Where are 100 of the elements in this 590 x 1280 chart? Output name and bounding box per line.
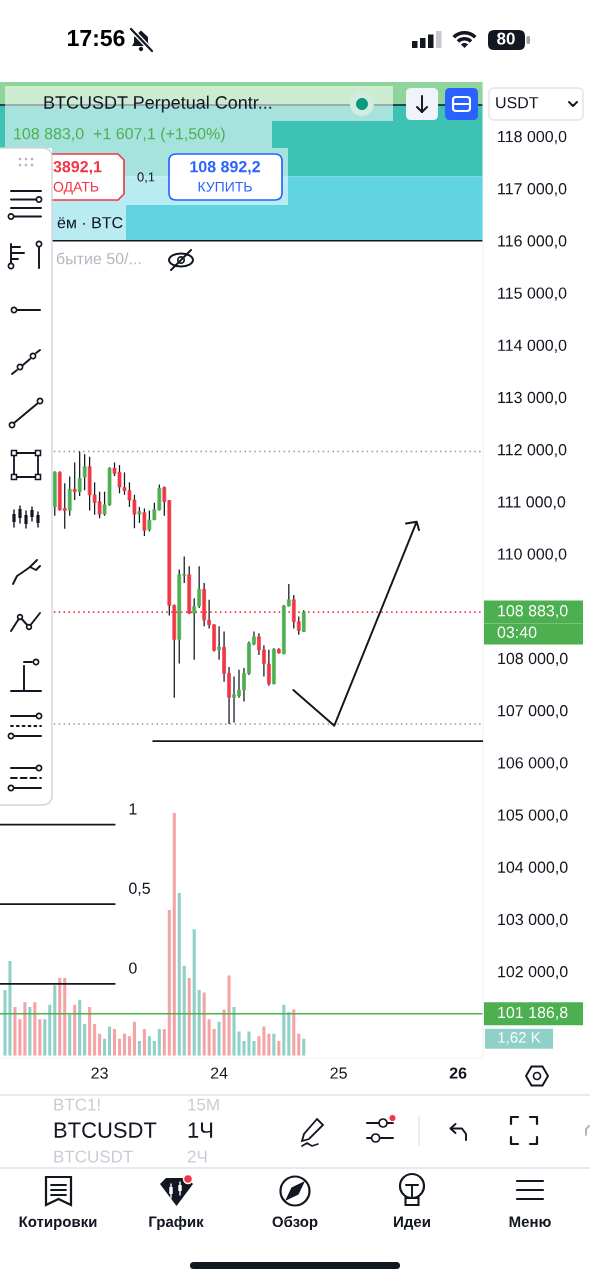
candlestick <box>82 453 87 491</box>
bar <box>73 1004 77 1056</box>
bar <box>68 1014 72 1056</box>
bar <box>58 977 62 1056</box>
y-tick-label: 113 000,0 <box>498 391 567 406</box>
text: Идеи <box>394 1216 430 1230</box>
text: 1,62 K <box>498 1032 541 1045</box>
text: Обзор <box>272 1215 318 1231</box>
text: 17:56 <box>68 29 125 47</box>
annotation: ём · BTC <box>57 216 123 229</box>
bar <box>142 1028 146 1056</box>
bar <box>202 992 206 1056</box>
bar <box>18 1019 22 1056</box>
bar <box>267 1033 271 1056</box>
bar <box>157 1028 161 1056</box>
bar <box>117 1038 122 1056</box>
text: USDT <box>496 96 539 109</box>
annotation: ОДАТЬ <box>53 181 99 195</box>
bar <box>182 965 186 1056</box>
y-tick-label: 103 000,0 <box>498 913 568 928</box>
text: BTCUSDT <box>54 1122 157 1138</box>
text: График <box>149 1216 204 1230</box>
bar <box>33 1002 37 1056</box>
series-label: 0,5 <box>129 882 150 896</box>
bar <box>112 1028 117 1056</box>
candlestick <box>217 625 221 661</box>
bar <box>192 929 196 1056</box>
bar <box>108 1026 112 1056</box>
bar <box>103 1038 107 1056</box>
bar <box>167 909 171 1056</box>
y-tick-label: 114 000,0 <box>498 339 567 353</box>
bar <box>53 985 57 1056</box>
annotation: BTCUSDT Perpetual Contr... <box>44 95 272 113</box>
bar <box>302 1038 306 1056</box>
candlestick <box>72 461 77 501</box>
y-tick-label: 117 000,0 <box>498 183 567 197</box>
ref-line-label: 108 883,0 <box>498 605 568 619</box>
y-tick-label: 112 000,0 <box>498 444 567 458</box>
text: 1Ч <box>188 1122 213 1138</box>
bar <box>63 977 67 1056</box>
bar <box>197 990 201 1056</box>
annotation: 108 883,0 +1 607,1 (+1,50%) <box>14 127 225 143</box>
bar <box>152 1041 156 1056</box>
bar <box>93 1024 97 1056</box>
y-tick-label: 118 000,0 <box>498 130 567 145</box>
bar <box>122 1033 127 1056</box>
bar <box>187 977 191 1056</box>
bar <box>147 1036 151 1056</box>
bar <box>222 1009 226 1056</box>
bar <box>23 1002 27 1056</box>
bar <box>28 1007 32 1056</box>
y-tick-label: 107 000,0 <box>498 705 568 719</box>
y-tick-label: 105 000,0 <box>498 809 568 823</box>
bar <box>277 1041 281 1056</box>
bar <box>297 1033 301 1056</box>
annotation: КУПИТЬ <box>198 181 252 192</box>
bar <box>177 892 181 1056</box>
bar <box>257 1036 261 1056</box>
candlestick <box>142 507 147 537</box>
bar <box>272 1033 276 1056</box>
annotation: 108 892,2 <box>190 160 260 175</box>
ref-line-label: 101 186,8 <box>498 1006 568 1020</box>
bar <box>137 1041 141 1056</box>
x-tick-label: 26 <box>449 1067 467 1079</box>
candlestick <box>67 475 72 517</box>
text: 03:40 <box>497 626 537 638</box>
bar <box>78 999 82 1056</box>
y-tick-label: 111 000,0 <box>498 496 566 510</box>
bar <box>162 1028 166 1056</box>
y-tick-label: 115 000,0 <box>498 287 567 301</box>
bar <box>98 1033 102 1056</box>
bar <box>292 1009 296 1056</box>
bar <box>132 1021 136 1056</box>
series-label: 0 <box>129 962 137 974</box>
bar <box>38 1019 42 1056</box>
bar <box>287 1011 291 1056</box>
bar <box>88 1007 92 1056</box>
annotation: 3892,1 <box>53 160 102 175</box>
bar <box>227 975 231 1056</box>
y-tick-label: 108 000,0 <box>498 652 568 667</box>
bar <box>217 1021 221 1056</box>
text: 80 <box>497 32 515 45</box>
text: Котировки <box>19 1216 97 1230</box>
y-tick-label: 116 000,0 <box>498 235 567 249</box>
bar <box>127 1036 132 1056</box>
series-label: 1 <box>129 803 137 815</box>
bar <box>207 1019 211 1056</box>
y-tick-label: 106 000,0 <box>498 757 568 771</box>
x-tick-label: 23 <box>91 1067 108 1079</box>
bar <box>43 1019 47 1056</box>
bar <box>172 812 176 1056</box>
annotation: бытие 50/... <box>56 252 141 265</box>
x-tick-label: 24 <box>211 1067 228 1079</box>
y-tick-label: 102 000,0 <box>498 965 568 980</box>
y-tick-label: 110 000,0 <box>498 548 567 562</box>
y-tick-label: 104 000,0 <box>498 861 568 875</box>
bar <box>282 1004 286 1056</box>
bar <box>48 1004 52 1056</box>
text: Меню <box>509 1216 551 1228</box>
bar <box>262 1026 266 1056</box>
